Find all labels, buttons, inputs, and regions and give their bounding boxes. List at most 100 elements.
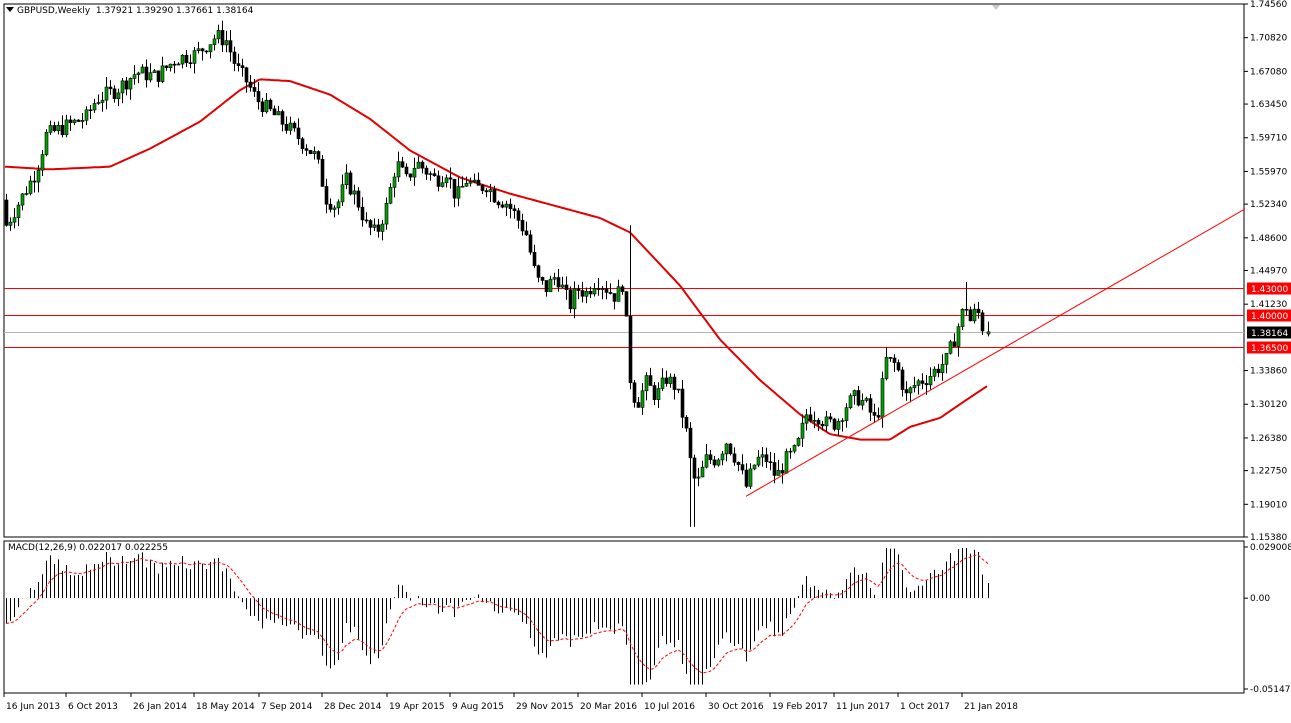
candle-bear [892,357,897,363]
candle-bull [600,288,605,291]
candle-bull [792,445,797,452]
candle-bear [888,357,893,359]
time-tick-label: 10 Jul 2016 [644,702,695,712]
candle-bear [580,290,585,297]
candle-bull [456,186,461,199]
candle-bull [72,119,77,123]
price-tick-label: 1.70820 [1250,34,1287,44]
candle-bear [900,369,905,390]
candle-bull [104,86,109,101]
time-tick-label: 20 Mar 2016 [580,702,637,712]
candle-bear [172,63,177,66]
candle-bull [440,182,445,187]
candle-bull [48,125,53,133]
candle-bull [916,380,921,386]
candle-bull [412,167,417,178]
candle-bull [760,454,765,458]
macd-tick-label: 0.029008 [1250,543,1291,553]
candle-bear [404,166,409,175]
candle-bear [664,377,669,384]
candle-bear [620,286,625,292]
candle-bull [960,309,965,327]
candle-bear [856,390,861,406]
candle-bear [596,288,601,290]
price-tick-label: 1.55970 [1250,167,1287,177]
candle-bear [712,459,717,466]
level-badge [1247,341,1291,354]
price-axis: 1.74560 1.70820 1.67080 1.63450 1.59710 1.559… [1244,0,1287,543]
candle-bear [976,308,981,314]
candle-bear [540,277,545,281]
candle-bull [92,103,97,111]
candle-bull [152,70,157,73]
level-badge [1247,282,1291,295]
candle-bear [536,265,541,278]
candle-bear [88,109,93,112]
candle-bear [124,80,129,90]
time-tick-label: 1 Oct 2017 [900,702,950,712]
candle-bear [820,423,825,427]
candle-bear [608,292,613,294]
candle-bull [36,169,41,183]
candle-bear [320,158,325,187]
candle-bull [912,385,917,389]
candle-bull [848,395,853,408]
candle-bull [800,422,805,439]
candle-bull [932,368,937,377]
candle-bull [196,48,201,51]
candle-bull [380,223,385,232]
candle-bear [732,453,737,463]
candle-bear [164,65,169,68]
candle-bull [668,376,673,384]
candle-bull [488,189,493,193]
candle-bull [788,450,793,453]
candle-bear [532,251,537,266]
candle-bull [944,352,949,365]
macd-tick-label: -0.051476 [1250,685,1291,695]
time-tick-label: 18 May 2014 [196,702,255,712]
candle-bear [60,125,65,136]
candle-bear [144,66,149,81]
level-badge [1247,309,1291,322]
candle-bull [656,388,661,400]
candle-bull [388,187,393,204]
candle-bull [40,154,45,171]
candle-bear [672,376,677,390]
candle-bull [8,221,13,226]
candle-bull [216,30,221,40]
candle-bear [400,161,405,168]
candle-bull [192,50,197,64]
price-tick-label: 1.52340 [1250,200,1287,210]
macd-signal-line [5,554,989,674]
candle-bull [176,63,181,66]
candle-bear [516,210,521,221]
price-tick-label: 1.59710 [1250,134,1287,144]
candle-bull [956,326,961,347]
scroll-marker-icon[interactable] [992,5,1000,10]
candle-bull [700,466,705,478]
candle-bull [100,99,105,103]
candle-bear [556,277,561,288]
candle-bear [500,204,505,208]
candle-bear [816,419,821,425]
candle-bull [660,377,665,389]
candle-bear [112,88,117,100]
trendline[interactable] [745,208,1246,497]
chart-menu-icon[interactable] [6,7,14,12]
candle-bear [424,167,429,175]
candle-bull [96,102,101,104]
candle-bear [768,461,773,464]
candle-bear [200,48,205,52]
price-tick-label: 1.33860 [1250,367,1287,377]
candle-bull [468,181,473,184]
candle-bull [208,44,213,53]
candle-bear [108,86,113,90]
candle-bull [128,78,133,90]
candle-bear [876,415,881,418]
time-tick-label: 19 Feb 2017 [772,702,828,712]
candle-bear [296,127,301,140]
candle-bull [20,193,25,206]
price-tick-label: 1.67080 [1250,67,1287,77]
